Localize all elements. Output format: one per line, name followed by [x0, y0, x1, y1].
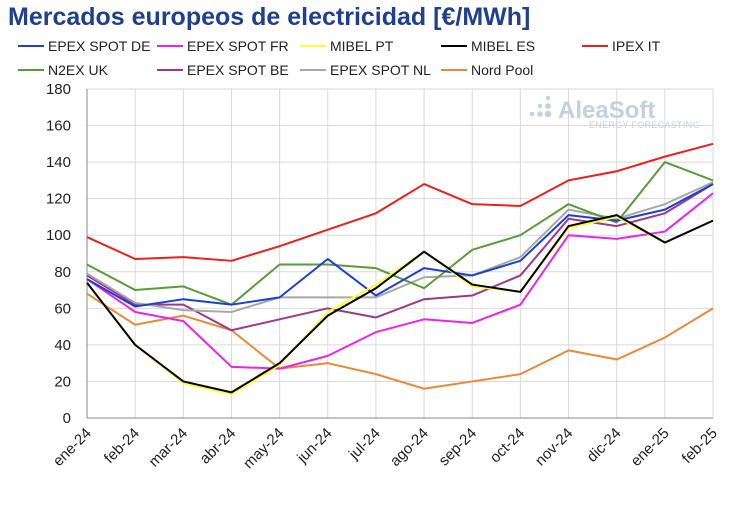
x-tick-label: feb-24 [101, 425, 143, 467]
legend-label: IPEX IT [612, 38, 661, 54]
series-line-epex-spot-nl [86, 181, 714, 313]
x-tick-labels: ene-24 feb-24 mar-24 abr-24 may-24 jun-24 jul-… [50, 425, 721, 472]
aleasoft-watermark: AleaSoft ENERGY FORECASTING [529, 95, 700, 130]
x-tick-label: sep-24 [436, 425, 480, 469]
x-tick-label: mar-24 [146, 425, 192, 471]
legend-label: MIBEL PT [330, 38, 394, 54]
series-line-epex-spot-fr [86, 192, 714, 370]
x-tick-label: nov-24 [532, 425, 576, 469]
logo-dot [537, 111, 543, 117]
gridlines [87, 88, 714, 418]
y-tick-label: 20 [54, 373, 71, 390]
legend-item-epex-spot-nl: EPEX SPOT NL [300, 62, 431, 78]
logo-dot [537, 103, 543, 109]
series-line-mibel-pt [86, 215, 714, 396]
legend-item-ipex-it: IPEX IT [582, 38, 661, 54]
legend-item-n2ex-uk: N2EX UK [18, 62, 109, 78]
x-tick-label: ago-24 [387, 425, 432, 470]
y-tick-label: 160 [46, 118, 71, 135]
logo-dot [545, 103, 551, 109]
legend-label: EPEX SPOT NL [330, 62, 431, 78]
watermark-brand: AleaSoft [558, 97, 655, 124]
series-lines [86, 142, 714, 396]
logo-dot [544, 110, 552, 118]
aleasoft-logo-icon [529, 95, 552, 118]
x-tick-label: feb-25 [679, 425, 721, 467]
y-tick-label: 60 [54, 300, 71, 317]
series-line-mibel-es [86, 214, 714, 394]
y-tick-label: 180 [46, 81, 71, 98]
x-tick-label: oct-24 [487, 425, 529, 467]
chart-title: Mercados europeos de electricidad [€/MWh… [8, 3, 531, 31]
legend-item-mibel-pt: MIBEL PT [300, 38, 394, 54]
legend-label: EPEX SPOT FR [187, 38, 289, 54]
watermark-tagline: ENERGY FORECASTING [589, 120, 700, 130]
series-line-ipex-it [86, 142, 714, 262]
legend-item-nord-pool: Nord Pool [441, 62, 533, 78]
series-line-epex-spot-be [86, 183, 714, 332]
x-tick-label: ene-25 [628, 425, 673, 470]
y-tick-label: 100 [46, 227, 71, 244]
x-tick-label: jul-24 [345, 425, 384, 464]
legend-item-mibel-es: MIBEL ES [441, 38, 535, 54]
logo-dot [545, 95, 551, 101]
axes [86, 89, 713, 419]
legend-label: EPEX SPOT BE [187, 62, 289, 78]
x-tick-label: may-24 [240, 425, 287, 472]
legend: EPEX SPOT DE EPEX SPOT FR MIBEL PT MIBEL ES… [18, 38, 661, 78]
legend-label: MIBEL ES [471, 38, 535, 54]
y-tick-label: 80 [54, 264, 71, 281]
legend-item-epex-spot-fr: EPEX SPOT FR [157, 38, 289, 54]
legend-label: EPEX SPOT DE [48, 38, 150, 54]
x-tick-label: abr-24 [197, 425, 240, 468]
series-line-nord-pool [86, 292, 714, 390]
x-tick-label: dic-24 [584, 425, 625, 466]
y-tick-label: 0 [63, 410, 71, 427]
legend-label: N2EX UK [48, 62, 109, 78]
series-line-n2ex-uk [86, 161, 714, 306]
y-tick-labels: 0 20 40 60 80 100 120 140 160 180 [46, 81, 71, 427]
y-tick-label: 120 [46, 191, 71, 208]
y-tick-label: 40 [54, 337, 71, 354]
y-tick-label: 140 [46, 154, 71, 171]
logo-dot [529, 111, 535, 117]
legend-item-epex-spot-be: EPEX SPOT BE [157, 62, 289, 78]
legend-label: Nord Pool [471, 62, 533, 78]
x-tick-label: jun-24 [293, 425, 335, 467]
x-tick-label: ene-24 [50, 425, 95, 470]
legend-item-epex-spot-de: EPEX SPOT DE [18, 38, 150, 54]
